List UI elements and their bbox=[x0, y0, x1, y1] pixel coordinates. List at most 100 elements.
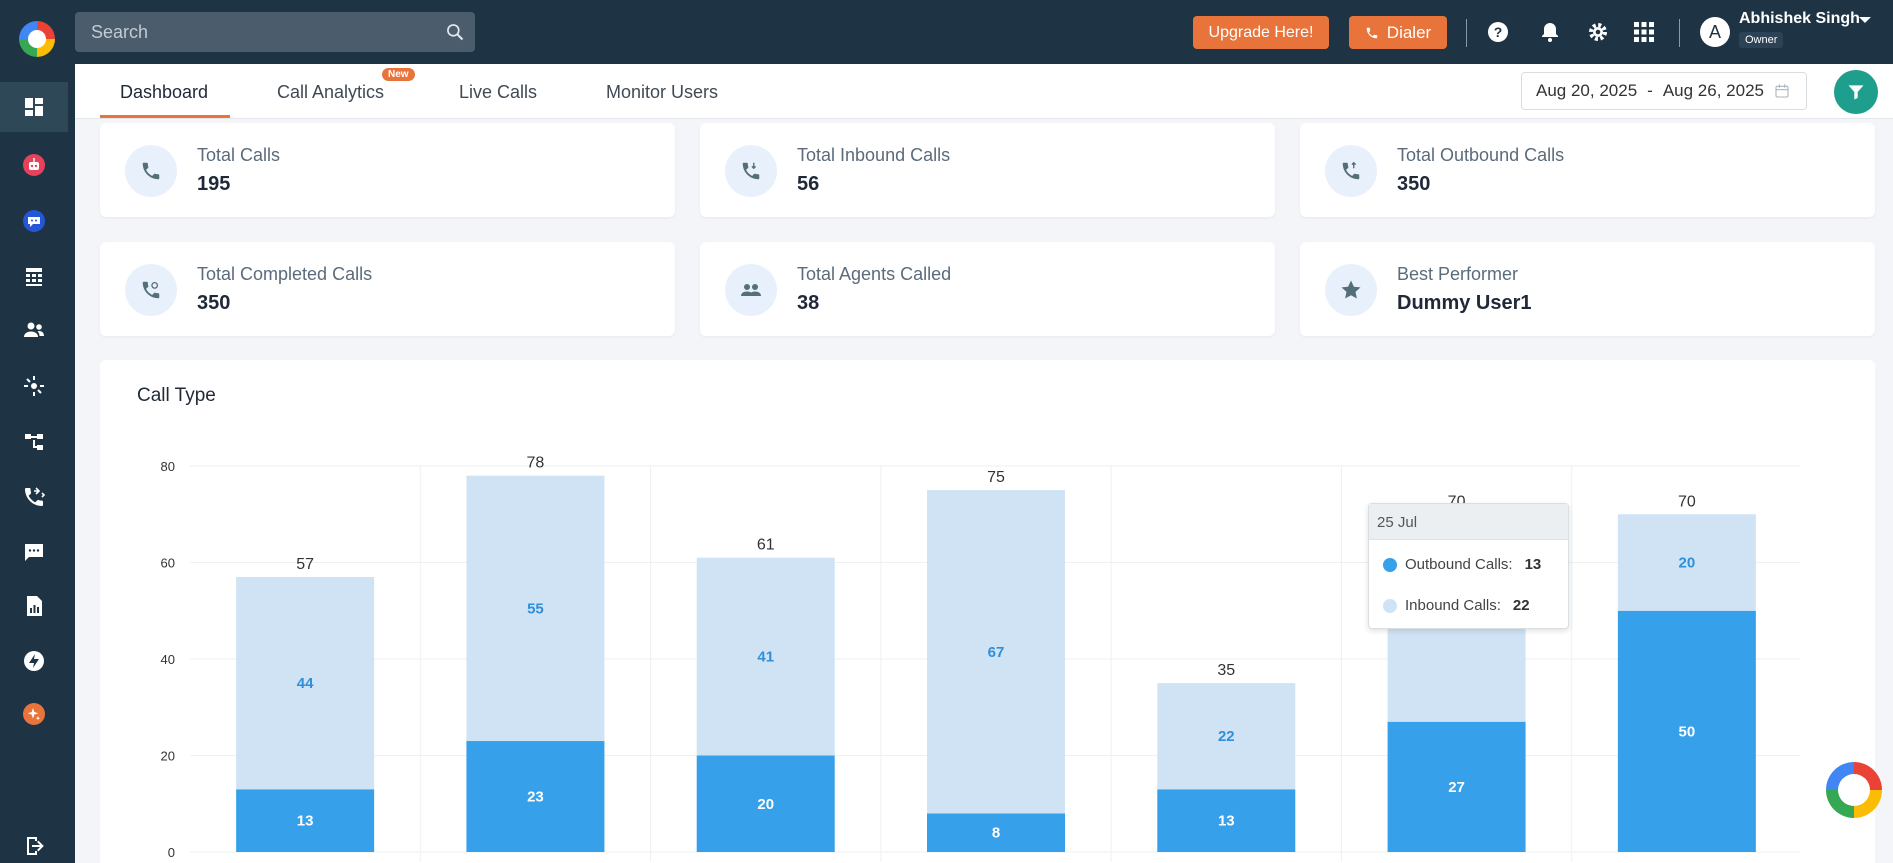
bell-icon[interactable] bbox=[1538, 20, 1562, 44]
bar-outbound bbox=[1617, 610, 1756, 852]
bar-outbound bbox=[1387, 721, 1526, 852]
apps-grid-icon[interactable] bbox=[1632, 20, 1656, 44]
tab-monitor-users[interactable]: Monitor Users bbox=[606, 82, 719, 102]
sidebar-item-bot[interactable] bbox=[0, 140, 68, 190]
y-tick-label: 20 bbox=[161, 749, 175, 764]
y-tick-label: 0 bbox=[168, 845, 175, 860]
stat-card-total-calls: Total Calls 195 bbox=[100, 123, 675, 217]
sidebar-item-users[interactable] bbox=[0, 305, 68, 355]
search-input[interactable] bbox=[75, 12, 475, 52]
bar-inbound bbox=[696, 557, 835, 756]
tooltip-title: 25 Jul bbox=[1369, 504, 1568, 540]
date-range-picker[interactable]: Aug 20, 2025 - Aug 26, 2025 bbox=[1521, 72, 1807, 110]
sidebar-item-messages[interactable] bbox=[0, 527, 68, 577]
tooltip-value: 13 bbox=[1524, 556, 1542, 573]
stat-value: 195 bbox=[197, 173, 231, 195]
y-tick-label: 60 bbox=[161, 556, 175, 571]
stat-value: Dummy User1 bbox=[1397, 292, 1532, 314]
bar-label-outbound: 50 bbox=[1679, 723, 1696, 740]
bar-label-inbound: 67 bbox=[988, 644, 1005, 661]
bar-label-outbound: 13 bbox=[297, 813, 314, 830]
help-icon[interactable]: ? bbox=[1486, 20, 1510, 44]
app-logo[interactable] bbox=[19, 21, 55, 57]
tooltip-row-outbound: Outbound Calls: 13 bbox=[1383, 556, 1541, 573]
sidebar-item-call-forward[interactable] bbox=[0, 472, 68, 522]
chevron-down-icon[interactable] bbox=[1858, 15, 1872, 25]
active-tab-indicator bbox=[100, 115, 230, 118]
y-tick-label: 40 bbox=[161, 652, 175, 667]
tab-call-analytics[interactable]: Call Analytics bbox=[277, 82, 385, 102]
tooltip-label: Inbound Calls: bbox=[1405, 597, 1501, 614]
header-divider bbox=[1466, 19, 1467, 47]
chart-title: Call Type bbox=[137, 385, 216, 406]
upgrade-button[interactable]: Upgrade Here! bbox=[1193, 16, 1329, 49]
header-divider bbox=[1679, 19, 1680, 47]
sidebar-item-chatbot[interactable] bbox=[0, 196, 68, 246]
filter-button[interactable] bbox=[1834, 70, 1878, 114]
date-start: Aug 20, 2025 bbox=[1536, 81, 1638, 100]
svg-text:?: ? bbox=[1494, 24, 1503, 40]
phone-outbound-icon bbox=[1325, 145, 1377, 197]
filter-icon bbox=[1848, 85, 1864, 100]
report-icon bbox=[27, 596, 42, 616]
chat-widget-button[interactable] bbox=[1826, 762, 1882, 818]
chart-tooltip: 25 Jul Outbound Calls: 13 Inbound Calls:… bbox=[1368, 503, 1569, 629]
users-icon bbox=[24, 322, 44, 337]
bar-total-label: 61 bbox=[757, 537, 775, 554]
sidebar-item-dashboard[interactable] bbox=[0, 82, 68, 132]
phone-completed-icon bbox=[125, 264, 177, 316]
user-name[interactable]: Abhishek Singh bbox=[1739, 10, 1860, 27]
tab-dashboard[interactable]: Dashboard bbox=[120, 82, 209, 102]
stat-value: 350 bbox=[1397, 173, 1431, 195]
bar-inbound bbox=[236, 576, 375, 790]
call-forward-icon bbox=[25, 487, 46, 506]
stat-card-total-inbound-calls: Total Inbound Calls 56 bbox=[700, 123, 1275, 217]
sparkle-icon bbox=[23, 703, 45, 725]
sidebar-item-flows[interactable] bbox=[0, 417, 68, 467]
bar-outbound bbox=[927, 813, 1065, 852]
user-role-badge: Owner bbox=[1739, 32, 1784, 48]
dialer-button[interactable]: Dialer bbox=[1349, 16, 1447, 49]
stat-value: 350 bbox=[197, 292, 231, 314]
dialpad-icon bbox=[26, 268, 42, 286]
tooltip-label: Outbound Calls: bbox=[1405, 556, 1513, 573]
bar-outbound bbox=[236, 789, 375, 852]
bar-inbound bbox=[927, 490, 1065, 814]
chat-bot-icon bbox=[23, 210, 45, 232]
stat-value: 38 bbox=[797, 292, 820, 314]
star-icon bbox=[1325, 264, 1377, 316]
flow-chart-icon bbox=[25, 434, 43, 450]
sidebar bbox=[0, 64, 75, 863]
bar-outbound bbox=[696, 755, 835, 852]
avatar[interactable]: A bbox=[1700, 17, 1730, 47]
sidebar-item-ai[interactable] bbox=[0, 689, 68, 739]
tab-live-calls[interactable]: Live Calls bbox=[459, 82, 538, 102]
sidebar-item-dialpad[interactable] bbox=[0, 251, 68, 301]
stat-label: Total Agents Called bbox=[797, 264, 952, 284]
bar-label-inbound: 55 bbox=[527, 600, 544, 617]
bar-label-outbound: 8 bbox=[992, 825, 1000, 842]
gear-icon[interactable] bbox=[1586, 20, 1610, 44]
message-icon bbox=[25, 544, 43, 561]
phone-icon bbox=[1366, 27, 1378, 38]
sidebar-item-logout[interactable] bbox=[0, 821, 68, 863]
sidebar-item-integrations[interactable] bbox=[0, 361, 68, 411]
tooltip-value: 22 bbox=[1512, 597, 1530, 614]
bar-label-inbound: 41 bbox=[757, 649, 774, 666]
call-type-chart: 0 20 40 60 80 13 44 57 23 55 78 20 41 61 8 67 75 13 22 35 27… bbox=[161, 455, 1800, 862]
bar-label-inbound: 22 bbox=[1218, 728, 1235, 745]
logout-icon bbox=[27, 837, 44, 855]
bar-inbound bbox=[1157, 683, 1296, 790]
phone-icon bbox=[125, 145, 177, 197]
sidebar-item-power[interactable] bbox=[0, 636, 68, 686]
stat-label: Total Calls bbox=[197, 145, 281, 165]
bar-label-outbound: 20 bbox=[757, 796, 774, 813]
date-end: Aug 26, 2025 bbox=[1662, 81, 1764, 100]
bar-label-inbound: 44 bbox=[297, 675, 314, 692]
bar-total-label: 35 bbox=[1217, 662, 1235, 679]
bar-label-outbound: 27 bbox=[1448, 779, 1465, 796]
sidebar-item-reports[interactable] bbox=[0, 581, 68, 631]
search-icon[interactable] bbox=[445, 22, 465, 42]
bar-total-label: 70 bbox=[1678, 493, 1696, 510]
new-badge: New bbox=[382, 68, 415, 81]
